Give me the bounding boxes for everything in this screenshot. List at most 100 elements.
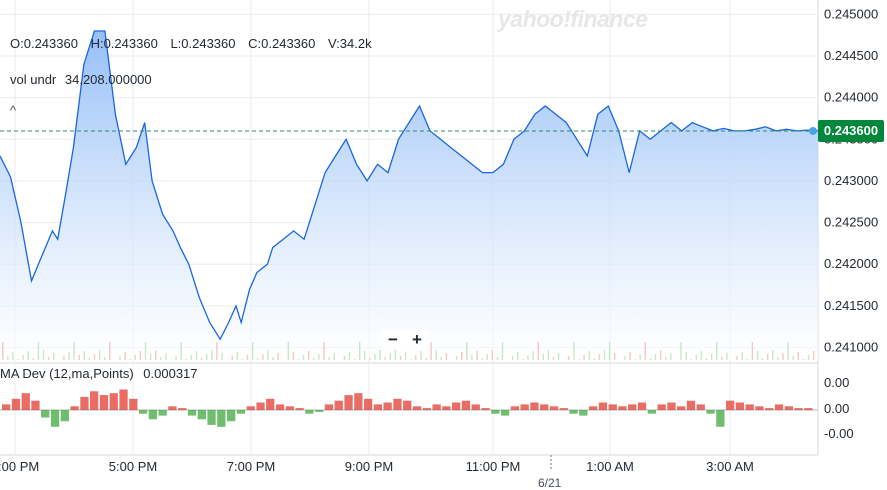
volume-indicator-label: vol undr 34,208.000000 [10,72,157,87]
ma-dev-bar [354,393,363,410]
ma-dev-bar [471,404,480,410]
ma-dev-bar [109,393,118,410]
ma-dev-bar [393,398,402,410]
ma-dev-bar [60,410,69,422]
ma-dev-bar [315,410,324,412]
ma-dev-bar [452,402,461,410]
ma-dev-bar [168,406,177,410]
ma-dev-bar [618,406,627,410]
ma-dev-bar [129,398,138,410]
ma-dev-bar [667,402,676,410]
ma-dev-bar [31,400,40,410]
ma-dev-bar [755,406,764,410]
y-tick-label: 0.241500 [824,298,878,313]
ma-y-tick-label: 0.00 [824,401,849,416]
ma-dev-bar [774,404,784,410]
zoom-in-button[interactable]: + [412,330,422,349]
ma-dev-bar [608,404,617,410]
price-area-fill [0,31,818,360]
x-tick-label: 5:00 PM [109,459,157,474]
close-value: C:0.243360 [248,36,316,51]
y-tick-label: 0.242000 [824,256,878,271]
ma-dev-bar [677,406,686,410]
ma-dev-bar [432,404,441,410]
ma-dev-bar [794,408,803,410]
ma-dev-bar [148,410,157,420]
ma-dev-bar [549,406,559,410]
ma-dev-bar [207,410,216,425]
ma-dev-bar [716,410,725,427]
ma-dev-bar [784,406,793,410]
ma-dev-bar [412,406,422,410]
ma-dev-bar [364,398,373,410]
ma-dev-bar [481,408,490,410]
ma-dev-bar [324,404,334,410]
ma-dev-bar [657,404,666,410]
y-tick-label: 0.242500 [824,215,878,230]
x-tick-label: 9:00 PM [345,459,393,474]
ma-dev-bar [706,410,715,414]
ma-dev-bar [139,410,148,414]
ma-dev-bar [305,410,314,414]
high-value: H:0.243360 [90,36,158,51]
price-line [0,30,819,341]
ma-dev-bar [227,410,236,422]
x-tick-label: 11:00 PM [466,459,521,474]
ma-dev-bar [11,398,21,410]
ma-dev-bar [530,402,539,410]
x-tick-label: 4:00 PM [0,459,39,474]
ma-dev-bar [696,404,705,410]
ma-dev-bar [461,400,471,410]
zoom-controls: − + [381,330,429,350]
ma-dev-bar [197,410,206,420]
low-value: L:0.243360 [170,36,236,51]
collapse-chevron-icon[interactable]: ^ [10,103,17,118]
ma-dev-bar [579,410,588,416]
ma-dev-bar [383,402,392,410]
ma-dev-bar [491,410,500,414]
ma-dev-bar [559,408,568,410]
ma-dev-bar [686,400,696,410]
ma-dev-bar [726,400,735,410]
ma-y-tick-label: -0.00 [824,426,854,441]
ma-dev-value: 0.000317 [143,366,198,381]
y-tick-label: 0.243000 [824,173,878,188]
y-tick-label: 0.244000 [824,90,878,105]
x-tick-label: 7:00 PM [227,459,275,474]
ma-dev-name: MA Dev (12,ma,Points) [0,366,134,381]
open-value: O:0.243360 [10,36,78,51]
ma-dev-bar [628,404,637,410]
ma-dev-bar [647,410,656,414]
ma-dev-bar [90,391,99,410]
ma-dev-bar [735,402,744,410]
ma-dev-bar [422,408,431,410]
y-tick-label: 0.241000 [824,340,878,355]
ma-dev-bar [589,406,598,410]
date-marker-label: 6/21 [538,476,562,490]
ma-dev-bar [295,408,304,410]
ma-dev-bar [187,410,197,416]
volume-indicator-value: 34,208.000000 [64,72,152,87]
y-tick-label: 0.245000 [824,6,878,21]
last-price-dot [809,126,817,135]
zoom-out-button[interactable]: − [388,330,398,349]
ma-dev-bar [246,406,255,410]
ma-dev-bar [41,410,50,418]
ma-dev-bar [256,402,265,410]
ma-dev-bar [158,410,167,416]
ma-dev-bar [804,408,813,410]
ma-dev-bar [373,404,383,410]
ma-dev-bar [510,406,519,410]
ma-dev-legend: MA Dev (12,ma,Points) 0.000317 [0,366,204,381]
current-price-tag: 0.243600 [818,120,884,142]
ma-dev-bar [637,402,647,410]
ma-dev-bar [178,408,187,410]
ma-dev-bar [442,406,451,410]
y-tick-label: 0.244500 [824,48,878,63]
ma-dev-bar [99,395,109,410]
ma-dev-bar [334,400,343,410]
ma-dev-bar [765,408,774,410]
ma-dev-bar [50,410,60,427]
ma-dev-bar [266,398,275,410]
ma-dev-bar [217,410,226,427]
